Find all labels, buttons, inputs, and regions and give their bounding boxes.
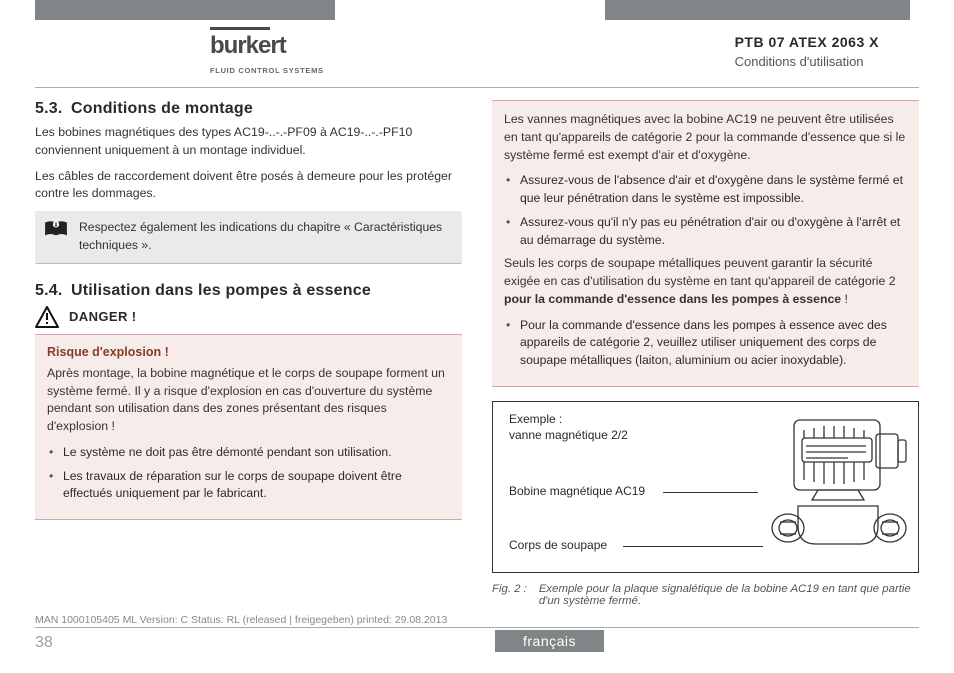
req-p2-c: !: [841, 292, 848, 306]
language-tab: français: [495, 630, 604, 652]
warning-bullet: Le système ne doit pas être démonté pend…: [47, 444, 450, 462]
section-5-3-heading: 5.3.Conditions de montage: [35, 100, 462, 118]
req-bullet: Assurez-vous qu'il n'y pas eu pénétratio…: [504, 214, 907, 249]
book-info-icon: [43, 219, 69, 239]
figure-label-example: Exemple :: [509, 412, 562, 426]
figure-leader-line: [623, 546, 763, 547]
req-bullets-1: Assurez-vous de l'absence d'air et d'oxy…: [504, 172, 907, 249]
release-info: MAN 1000105405 ML Version: C Status: RL …: [35, 614, 447, 626]
warning-bullets: Le système ne doit pas être démonté pend…: [47, 444, 450, 503]
danger-label: DANGER !: [69, 309, 136, 324]
req-para-1: Les vannes magnétiques avec la bobine AC…: [504, 111, 907, 164]
req-p2-bold: pour la commande d'essence dans les pomp…: [504, 292, 841, 306]
req-bullet: Pour la commande d'essence dans les pomp…: [504, 317, 907, 370]
danger-warning-box: Risque d'explosion ! Après montage, la b…: [35, 334, 462, 520]
valve-illustration-icon: [748, 410, 908, 565]
danger-block: DANGER ! Risque d'explosion ! Après mont…: [35, 306, 462, 520]
left-column: 5.3.Conditions de montage Les bobines ma…: [35, 100, 462, 618]
right-column: Les vannes magnétiques avec la bobine AC…: [492, 100, 919, 618]
note-text: Respectez également les indications du c…: [79, 219, 452, 254]
danger-header: DANGER !: [69, 306, 462, 328]
doc-subtitle: Conditions d'utilisation: [735, 54, 879, 69]
doc-reference: PTB 07 ATEX 2063 X Conditions d'utilisat…: [735, 34, 879, 69]
decor-bar-left: [35, 0, 335, 20]
decor-bar-right: [605, 0, 910, 20]
figure-label-body: Corps de soupape: [509, 538, 607, 552]
figure-box: Exemple : vanne magnétique 2/2 Bobine ma…: [492, 401, 919, 573]
note-box: Respectez également les indications du c…: [35, 211, 462, 263]
figure-caption-text: Exemple pour la plaque signalétique de l…: [539, 583, 919, 607]
warning-triangle-icon: [35, 306, 59, 328]
figure-label-valve: vanne magnétique 2/2: [509, 428, 628, 442]
s53-para-2: Les câbles de raccordement doivent être …: [35, 168, 462, 204]
req-para-2: Seuls les corps de soupape métalliques p…: [504, 255, 907, 308]
requirement-box: Les vannes magnétiques avec la bobine AC…: [492, 100, 919, 387]
page-header: burkert FLUID CONTROL SYSTEMS PTB 07 ATE…: [35, 28, 919, 88]
req-bullets-2: Pour la commande d'essence dans les pomp…: [504, 317, 907, 370]
warning-bullet: Les travaux de réparation sur le corps d…: [47, 468, 450, 503]
section-number: 5.3.: [35, 100, 71, 118]
content-area: 5.3.Conditions de montage Les bobines ma…: [35, 100, 919, 618]
section-title-text: Conditions de montage: [71, 100, 458, 118]
section-title-text: Utilisation dans les pompes à essence: [71, 282, 458, 300]
req-bullet: Assurez-vous de l'absence d'air et d'oxy…: [504, 172, 907, 207]
warning-title: Risque d'explosion !: [47, 345, 450, 359]
s53-para-1: Les bobines magnétiques des types AC19-.…: [35, 124, 462, 160]
section-5-4-heading: 5.4.Utilisation dans les pompes à essenc…: [35, 282, 462, 300]
figure-caption: Fig. 2 : Exemple pour la plaque signalét…: [492, 583, 919, 607]
warning-paragraph: Après montage, la bobine magnétique et l…: [47, 365, 450, 436]
page-footer: MAN 1000105405 ML Version: C Status: RL …: [35, 627, 919, 663]
brand-logo: burkert FLUID CONTROL SYSTEMS: [210, 32, 324, 78]
figure-number: Fig. 2 :: [492, 583, 527, 607]
figure-leader-line: [663, 492, 758, 493]
doc-code: PTB 07 ATEX 2063 X: [735, 34, 879, 50]
figure-label-coil: Bobine magnétique AC19: [509, 484, 645, 498]
section-number: 5.4.: [35, 282, 71, 300]
logo-tagline: FLUID CONTROL SYSTEMS: [210, 66, 324, 75]
logo-word: burkert: [210, 32, 286, 60]
req-p2-a: Seuls les corps de soupape métalliques p…: [504, 256, 896, 288]
page-number: 38: [35, 634, 53, 652]
